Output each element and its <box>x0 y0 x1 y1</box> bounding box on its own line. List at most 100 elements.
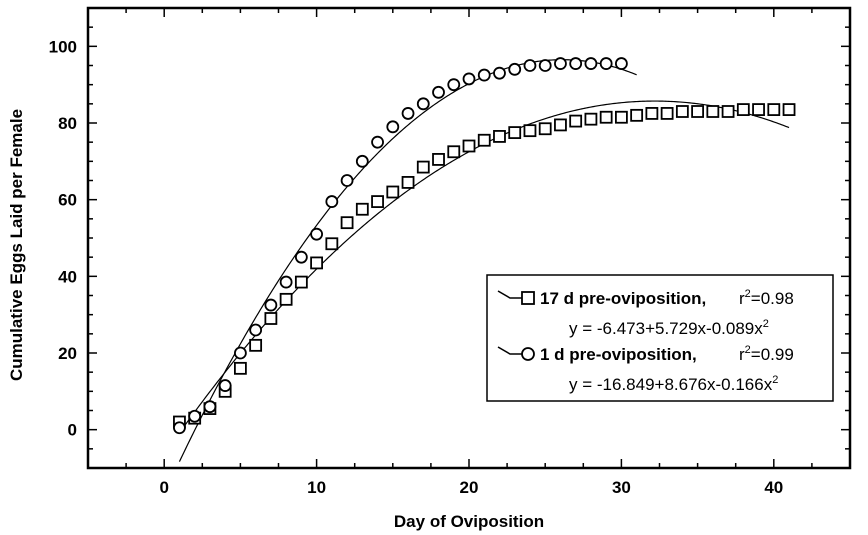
circle-marker <box>447 78 461 92</box>
y-axis-ticks: 0 20 40 60 80 100 <box>49 26 850 450</box>
circle-marker <box>218 379 232 392</box>
square-marker <box>584 112 598 126</box>
circle-marker <box>477 68 491 82</box>
svg-text:y = -6.473+5.729x-0.089x2: y = -6.473+5.729x-0.089x2 <box>569 318 769 338</box>
square-marker <box>310 256 324 270</box>
legend-label-17d: 17 d pre-oviposition, <box>540 289 706 308</box>
circle-marker <box>584 57 598 70</box>
legend-equation-sup-1d: 2 <box>772 374 778 386</box>
circle-marker <box>188 409 202 423</box>
square-marker <box>691 105 704 118</box>
circle-marker <box>599 57 613 70</box>
square-marker <box>569 114 583 128</box>
circle-marker <box>203 400 217 414</box>
svg-text:17 d pre-oviposition,: 17 d pre-oviposition, <box>540 289 706 308</box>
square-marker <box>279 292 293 306</box>
circle-marker <box>615 57 628 70</box>
svg-text:r2=0.98: r2=0.98 <box>739 288 794 308</box>
square-marker <box>355 202 369 216</box>
svg-text:r2=0.99: r2=0.99 <box>739 344 794 364</box>
square-marker <box>554 118 567 132</box>
svg-text:y = -16.849+8.676x-0.166x2: y = -16.849+8.676x-0.166x2 <box>569 374 778 394</box>
y-tick-label: 100 <box>49 37 77 56</box>
circle-marker <box>508 62 522 76</box>
legend-square-marker <box>521 291 535 305</box>
legend-equation-sup-17d: 2 <box>763 318 769 330</box>
circle-marker <box>554 57 567 70</box>
circle-marker <box>264 298 278 312</box>
legend-entry-1d: 1 d pre-oviposition, r2=0.99 y = -16.849… <box>497 344 794 394</box>
data-markers <box>173 57 796 435</box>
legend-r2-sup-1d: 2 <box>745 344 751 356</box>
square-marker <box>630 108 644 122</box>
circle-marker <box>493 66 506 80</box>
circle-marker <box>432 85 445 99</box>
x-tick-label: 10 <box>307 478 326 497</box>
y-tick-label: 80 <box>58 114 77 133</box>
y-axis-title: Cumulative Eggs Laid per Female <box>7 109 26 381</box>
legend-r2-value-17d: =0.98 <box>751 289 794 308</box>
circle-marker <box>355 154 369 168</box>
square-marker <box>416 160 430 174</box>
legend-r2-1d: r <box>739 345 745 364</box>
square-marker <box>462 139 476 153</box>
square-marker <box>599 110 613 124</box>
circle-marker <box>340 174 354 187</box>
y-tick-label: 0 <box>68 421 77 440</box>
legend-r2-value-1d: =0.99 <box>751 345 794 364</box>
x-axis-title: Day of Oviposition <box>394 512 544 531</box>
square-marker <box>706 105 720 118</box>
circle-marker <box>569 57 583 70</box>
square-marker <box>645 107 659 120</box>
circle-marker <box>538 59 552 72</box>
legend-equation-17d: y = -6.473+5.729x-0.089x <box>569 319 763 338</box>
square-marker <box>325 237 339 251</box>
circle-marker <box>416 97 430 111</box>
square-marker <box>538 122 552 136</box>
legend-entry-17d: 17 d pre-oviposition, r2=0.98 y = -6.473… <box>497 288 794 338</box>
square-marker <box>493 130 506 143</box>
x-axis-ticks: 0 10 20 30 40 <box>125 8 813 497</box>
square-marker <box>782 103 796 116</box>
circle-marker <box>401 107 415 120</box>
square-marker <box>264 312 278 325</box>
square-marker <box>371 195 384 208</box>
circle-marker <box>386 120 400 134</box>
circle-marker <box>523 59 537 72</box>
circle-marker <box>279 275 293 289</box>
y-tick-label: 40 <box>58 267 77 286</box>
square-marker <box>477 133 491 147</box>
square-marker <box>721 105 735 118</box>
legend-r2-sup-17d: 2 <box>745 288 751 300</box>
square-marker <box>752 103 765 116</box>
svg-text:1 d pre-oviposition,: 1 d pre-oviposition, <box>540 345 697 364</box>
legend-box <box>486 274 834 402</box>
circle-marker <box>294 250 308 264</box>
square-marker <box>233 361 247 375</box>
legend: 17 d pre-oviposition, r2=0.98 y = -6.473… <box>486 274 834 402</box>
square-marker <box>249 338 263 352</box>
square-marker <box>340 216 354 230</box>
legend-label-1d: 1 d pre-oviposition, <box>540 345 697 364</box>
legend-circle-marker <box>521 347 535 361</box>
square-marker <box>447 145 461 159</box>
square-marker <box>660 107 674 120</box>
y-tick-label: 60 <box>58 191 77 210</box>
square-marker <box>523 124 537 138</box>
square-marker <box>767 103 781 116</box>
y-tick-label: 20 <box>58 344 77 363</box>
square-marker <box>736 103 750 116</box>
square-marker <box>386 185 400 199</box>
x-tick-label: 20 <box>460 478 479 497</box>
circle-marker <box>249 323 263 337</box>
x-tick-label: 40 <box>764 478 783 497</box>
circle-marker <box>462 72 476 86</box>
square-marker <box>432 153 445 166</box>
square-marker <box>508 126 522 139</box>
circle-marker <box>371 135 384 149</box>
circle-marker <box>173 421 186 435</box>
legend-r2-17d: r <box>739 289 745 308</box>
square-marker <box>401 176 415 189</box>
legend-equation-1d: y = -16.849+8.676x-0.166x <box>569 375 773 394</box>
